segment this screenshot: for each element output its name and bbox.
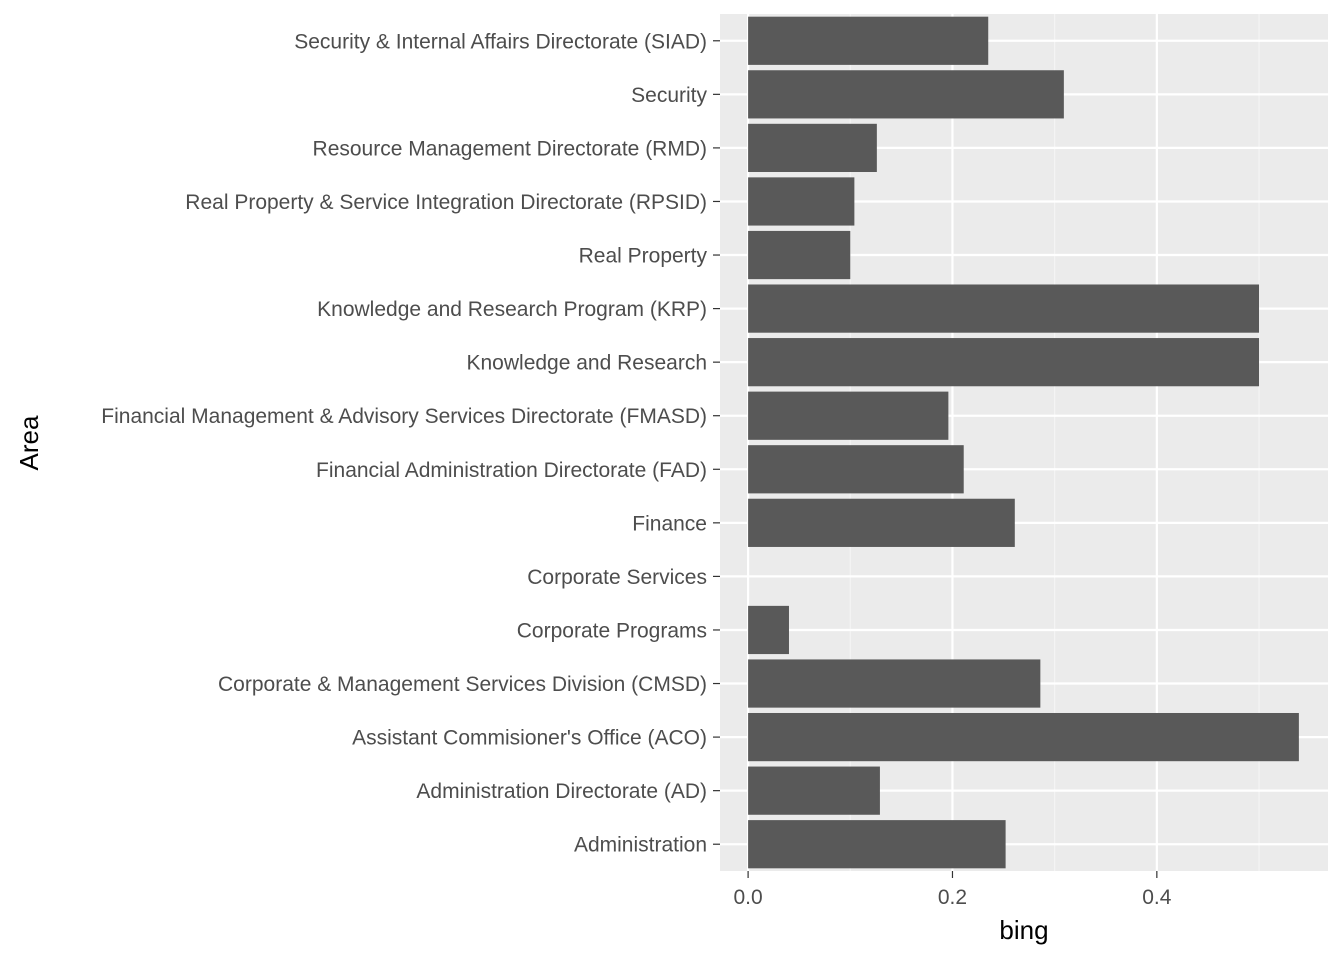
bar [748, 391, 949, 440]
bar [748, 70, 1064, 119]
y-tick-label: Knowledge and Research [467, 352, 708, 375]
y-axis-ticks: Security & Internal Affairs Directorate … [101, 30, 720, 857]
bar [748, 498, 1015, 547]
x-tick-label: 0.2 [938, 886, 967, 909]
bar [748, 338, 1260, 387]
y-tick-label: Resource Management Directorate (RMD) [313, 137, 707, 160]
x-tick-label: 0.0 [733, 886, 762, 909]
y-axis-title: Area [14, 415, 44, 470]
bar [748, 766, 880, 815]
y-tick-label: Administration [574, 834, 707, 857]
bar [748, 605, 789, 655]
y-tick-label: Financial Management & Advisory Services… [101, 405, 707, 428]
y-tick-label: Corporate Programs [517, 619, 707, 642]
y-tick-label: Corporate Services [527, 566, 707, 589]
y-tick-label: Assistant Commisioner's Office (ACO) [352, 727, 707, 750]
y-tick-label: Knowledge and Research Program (KRP) [317, 298, 707, 321]
bar [748, 230, 851, 280]
bar [748, 820, 1006, 869]
bar [748, 712, 1299, 762]
y-tick-label: Corporate & Management Services Division… [218, 673, 707, 696]
y-tick-label: Financial Administration Directorate (FA… [316, 459, 707, 482]
bar [748, 445, 964, 494]
bar [748, 659, 1041, 708]
x-tick-label: 0.4 [1142, 886, 1172, 909]
y-tick-label: Security & Internal Affairs Directorate … [294, 30, 707, 53]
bar [748, 123, 877, 173]
y-tick-label: Security [631, 84, 707, 107]
x-axis-title: bing [999, 915, 1048, 945]
y-tick-label: Administration Directorate (AD) [416, 780, 707, 803]
bars [748, 16, 1299, 869]
bar [748, 177, 855, 226]
bar [748, 16, 989, 65]
y-tick-label: Finance [632, 512, 707, 535]
y-tick-label: Real Property [579, 245, 708, 268]
y-tick-label: Real Property & Service Integration Dire… [185, 191, 707, 214]
x-axis-ticks: 0.0 0.2 0.4 [733, 871, 1172, 909]
bar [748, 284, 1260, 333]
